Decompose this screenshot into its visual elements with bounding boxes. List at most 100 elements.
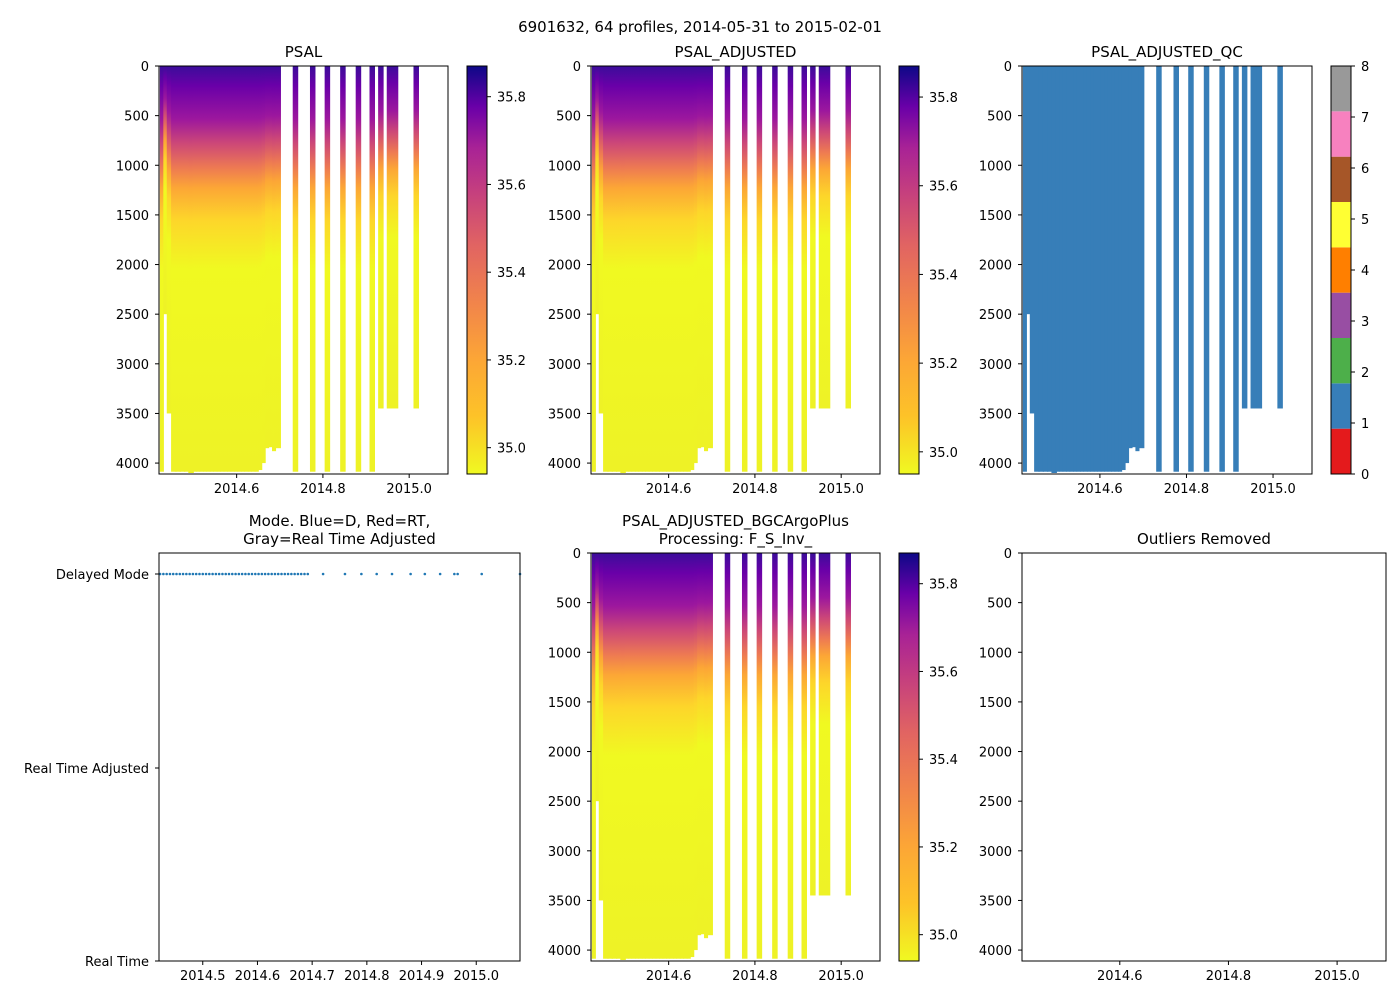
profile-column [700, 553, 705, 935]
profile-column [378, 66, 384, 409]
profile-column [669, 553, 674, 959]
profile-column [206, 66, 211, 472]
y-axis: Real Time Real Time Adjusted Delayed Mode [24, 568, 159, 970]
plot-area [158, 572, 522, 576]
panel-title: PSAL_ADJUSTED [675, 43, 797, 62]
profile-column [616, 66, 622, 472]
profile-column [697, 66, 702, 449]
profile-column [690, 66, 695, 471]
profile-column [818, 553, 823, 896]
profile-column [707, 66, 713, 449]
mode-point [480, 572, 484, 576]
profile-column [624, 553, 629, 959]
profile-column [1062, 66, 1067, 472]
axes-frame [158, 65, 449, 475]
y-tick-label: 3000 [979, 845, 1012, 860]
mode-point [283, 572, 287, 576]
colorbar-tick-label: 35.6 [929, 665, 958, 680]
y-tick-label: 2000 [116, 259, 149, 274]
profile-column [1093, 66, 1098, 472]
colorbar-segment [1331, 338, 1351, 384]
mode-point [290, 572, 293, 576]
profile-column [292, 66, 299, 472]
colorbar-tick-label: 6 [1361, 162, 1369, 177]
profile-column [1034, 66, 1040, 472]
profile-column [641, 66, 646, 472]
mode-point [260, 572, 264, 576]
mode-point [208, 572, 211, 576]
y-tick-label: 2500 [548, 795, 581, 810]
profile-column [1026, 66, 1031, 315]
panel-title: Outliers Removed [1137, 530, 1271, 548]
profile-column [1055, 66, 1060, 472]
x-tick-label: 2014.8 [300, 482, 346, 497]
y-tick-label: 500 [124, 110, 149, 125]
panel-mode: Mode. Blue=D, Red=RT, Gray=Real Time Adj… [24, 512, 522, 984]
colorbar-tick-label: 1 [1361, 417, 1369, 432]
x-tick-label: 2015.0 [1314, 969, 1360, 984]
colorbar-tick-label: 0 [1361, 468, 1369, 483]
y-tick-label: 0 [1004, 547, 1012, 562]
profile-column [413, 66, 419, 409]
profile-column [690, 553, 695, 958]
colorbar-tick-label: 35.2 [929, 841, 958, 856]
colorbar-psal: 35.0 35.2 35.4 35.6 35.8 [466, 65, 526, 475]
profile-column [203, 66, 208, 472]
profile-column [704, 553, 709, 939]
y-tick-label: 2000 [548, 746, 581, 761]
profile-column [679, 553, 684, 959]
profile-column [1069, 66, 1074, 472]
mode-point [296, 572, 300, 576]
mode-point [244, 572, 247, 576]
colorbar-tick-label: 35.0 [497, 442, 526, 457]
profile-column [223, 66, 228, 472]
mode-point [191, 572, 195, 576]
x-tick-label: 2015.0 [1250, 482, 1296, 497]
colorbar-tick-label: 2 [1361, 366, 1369, 381]
x-tick-label: 2014.7 [289, 969, 335, 984]
profile-column [641, 553, 646, 959]
profile-column [163, 66, 168, 315]
profile-column [392, 66, 399, 409]
x-tick-label: 2014.6 [214, 482, 260, 497]
y-axis: 0 500 1000 1500 2000 2500 3000 3500 4000 [979, 547, 1022, 959]
profile-column [686, 553, 691, 959]
panel-title-line-1: Mode. Blue=D, Red=RT, [249, 512, 431, 530]
profile-column [756, 66, 763, 472]
profile-column [1038, 66, 1044, 472]
x-axis: 2014.5 2014.6 2014.7 2014.8 2014.9 2015.0 [180, 961, 499, 984]
x-tick-label: 2014.6 [646, 969, 692, 984]
figure-title: 6901632, 64 profiles, 2014-05-31 to 2015… [518, 18, 882, 36]
profile-column [1203, 66, 1210, 472]
profile-column [1256, 66, 1263, 409]
x-tick-label: 2014.8 [1206, 969, 1252, 984]
profile-column [607, 553, 613, 959]
profile-column [810, 66, 816, 409]
axes-frame [158, 552, 521, 962]
profile-column [624, 66, 629, 472]
colorbar-tick-label: 35.4 [497, 266, 526, 281]
profile-column [676, 66, 681, 472]
colorbar-tick-label: 4 [1361, 264, 1369, 279]
y-tick-label: 3500 [979, 894, 1012, 909]
y-tick-label: 2000 [548, 259, 581, 274]
y-tick-label: 1000 [979, 159, 1012, 174]
profile-column [1090, 66, 1095, 472]
mode-point [293, 572, 296, 576]
colorbar-tick-label: 7 [1361, 111, 1369, 126]
profile-column [237, 66, 242, 472]
profile-column [631, 553, 636, 959]
profile-column [1083, 66, 1088, 472]
profile-column [1066, 66, 1071, 472]
y-tick-label: 1000 [116, 159, 149, 174]
profile-column [1128, 66, 1133, 449]
mode-point [286, 572, 290, 576]
colorbar-segment [1331, 292, 1351, 338]
y-tick-label: 0 [1004, 60, 1012, 75]
colorbar-tick-label: 35.2 [497, 354, 526, 369]
profile-column [693, 553, 698, 951]
profile-column [1173, 66, 1179, 472]
profile-column [628, 553, 633, 959]
profile-column [603, 66, 609, 472]
